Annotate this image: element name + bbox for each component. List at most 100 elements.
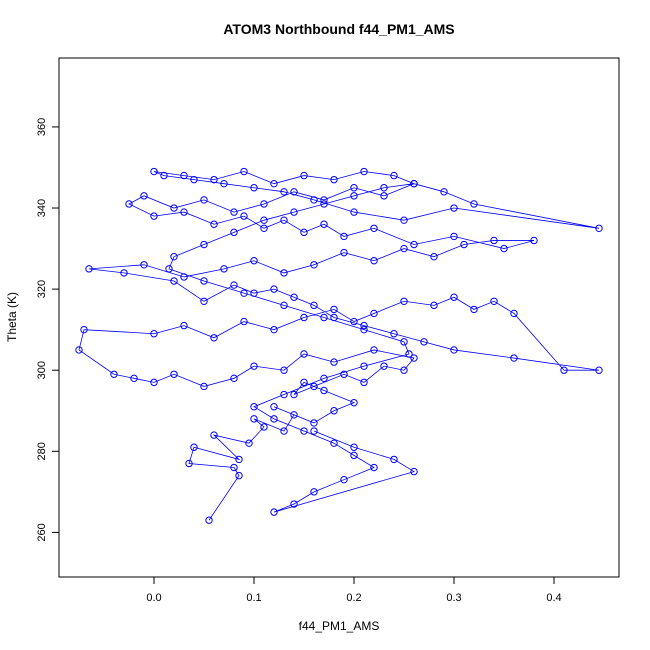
data-point [310,488,318,496]
x-axis: 0.0 0.1 0.2 0.3 0.4 [146,577,562,604]
data-point [340,370,348,378]
data-point [430,301,438,310]
data-point [170,370,178,378]
data-point [270,325,278,334]
data-point [250,403,258,411]
data-point [350,451,358,460]
data-point [490,236,498,245]
data-point [330,358,338,366]
data-point [595,366,603,374]
data-point [330,175,338,184]
data-point [490,297,498,305]
data-point [250,184,258,192]
data-point [310,382,318,391]
data-point [235,455,243,464]
data-point [380,192,388,200]
data-point [250,415,258,423]
data-point [340,248,348,257]
y-tick-label: 320 [36,280,48,298]
data-point [410,467,418,476]
data-point [140,192,148,200]
data-point [170,252,178,261]
x-axis-label: f44_PM1_AMS [299,619,380,633]
data-point [310,427,318,435]
data-point [230,463,238,472]
y-tick-label: 260 [36,523,48,541]
data-point [320,313,328,322]
data-point [150,378,158,387]
data-point [370,309,378,318]
y-tick-label: 280 [36,442,48,460]
data-point [165,265,173,273]
data-point [330,439,338,447]
data-point [110,370,118,378]
data-point [400,216,408,224]
data-point [410,240,418,249]
data-point [280,301,288,310]
data-point [290,208,298,216]
data-point [270,403,278,411]
y-tick-label: 300 [36,361,48,379]
x-tick-label: 0.3 [446,592,461,604]
data-point [400,297,408,305]
data-point [190,175,198,184]
y-axis-label: Theta (K) [5,292,19,342]
data-point [390,455,398,464]
data-point [320,374,328,383]
data-point [280,427,288,435]
data-point [130,374,138,383]
data-point [530,236,538,245]
data-point [150,212,158,220]
data-point [390,171,398,180]
data-point [300,228,308,237]
data-point [270,508,278,516]
data-point [210,334,218,342]
data-point [220,179,228,188]
data-point [250,289,258,297]
data-point [595,224,603,232]
data-point [235,471,243,480]
y-axis: 260 280 300 320 340 360 [36,118,59,542]
data-point [320,196,328,204]
data-point [230,208,238,216]
data-point [320,386,328,395]
chart-title: ATOM3 Northbound f44_PM1_AMS [223,21,454,37]
data-point [440,188,448,196]
data-point [150,330,158,338]
data-point [360,321,368,330]
data-point [250,257,258,265]
data-point [260,224,268,232]
data-point [400,338,408,346]
data-point [75,346,83,354]
data-point [190,443,198,451]
data-point [240,317,248,326]
data-point [220,265,228,273]
data-point [200,277,208,285]
data-point [290,390,298,399]
data-point [300,378,308,387]
data-point [280,366,288,374]
data-point [240,289,248,297]
data-point [230,281,238,289]
data-point [150,167,158,176]
y-tick-label: 340 [36,199,48,217]
data-point [270,415,278,423]
series-line [78,171,600,521]
data-point [350,443,358,451]
data-point [205,516,213,524]
data-point [360,325,368,334]
x-tick-label: 0.1 [246,592,261,604]
data-point [400,366,408,374]
data-point [460,240,468,249]
data-point [280,216,288,224]
data-point [180,208,188,216]
data-point [170,277,178,285]
data-point [500,244,508,253]
data-point [350,208,358,216]
data-point [560,366,568,374]
data-point [450,346,458,354]
data-point [360,167,368,176]
data-point [330,313,338,322]
data-point [170,204,178,212]
